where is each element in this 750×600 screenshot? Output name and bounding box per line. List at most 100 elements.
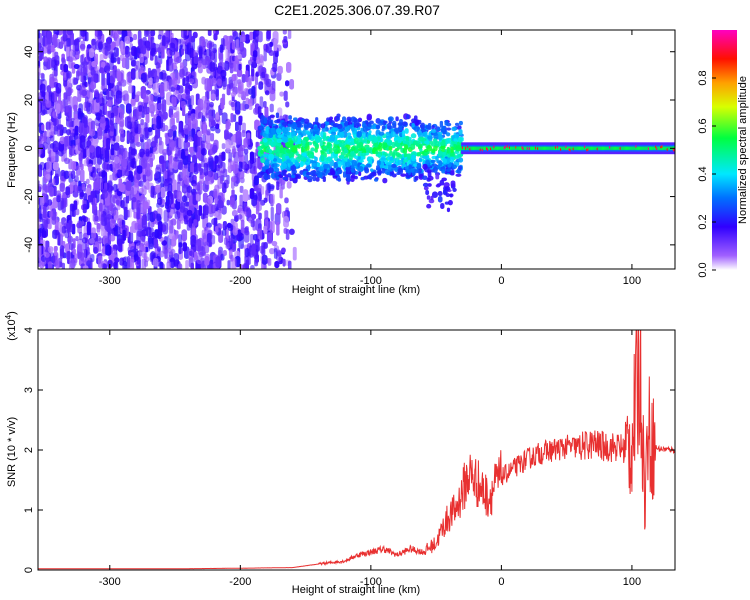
heatmap-cell [170,86,176,92]
heatmap-cell [52,178,56,186]
heatmap-cell [190,113,197,125]
heatmap-cell [73,118,80,129]
heatmap-cell [442,130,447,135]
x-tick-label: -200 [229,576,251,588]
heatmap-cell [391,120,397,127]
heatmap-cell [155,62,160,69]
heatmap-cell [65,186,71,196]
heatmap-cell [437,191,443,197]
heatmap-cell [163,80,169,92]
heatmap-cell [52,33,58,48]
heatmap-cell [180,100,186,109]
heatmap-cell [239,103,245,111]
y-tick-label: 40 [23,46,35,58]
heatmap-cell [184,124,190,135]
heatmap-cell [358,166,364,173]
heatmap-cell [157,246,161,252]
heatmap-cell [199,174,205,185]
heatmap-cell [283,36,288,43]
heatmap-cell [306,131,311,135]
heatmap-cell [98,171,103,177]
heatmap-cell [163,209,169,223]
heatmap-cell [195,193,200,201]
heatmap-cell [181,168,187,181]
heatmap-cell [82,60,88,75]
heatmap-cell [47,261,53,269]
heatmap-cell [109,174,113,182]
heatmap-cell [437,127,441,132]
heatmap-cell [391,141,396,149]
heatmap-cell [237,81,244,95]
heatmap-cell [158,140,164,154]
heatmap-cell [272,158,278,162]
heatmap-cell [131,196,137,203]
heatmap-cell [239,42,243,50]
heatmap-cell [123,256,129,267]
heatmap-cell [307,123,314,128]
heatmap-cell [265,30,271,42]
x-tick-label: 0 [498,576,504,588]
heatmap-cell [422,163,428,170]
heatmap-cell [108,89,114,100]
heatmap-cell [148,152,155,162]
spectrogram-y-axis-title: Frequency (Hz) [6,112,18,188]
heatmap-cell [215,89,219,101]
heatmap-cell [80,30,87,37]
heatmap-cell [297,143,301,149]
heatmap-cell [326,117,331,122]
heatmap-cell [185,75,189,84]
heatmap-cell [285,142,291,146]
heatmap-cell [263,197,268,203]
heatmap-cell [66,250,71,261]
heatmap-cell [263,117,268,124]
heatmap-cell [332,123,339,128]
heatmap-cell [383,142,388,149]
heatmap-cell [138,180,144,187]
heatmap-cell [283,136,288,144]
heatmap-cell [430,195,434,201]
heatmap-cell [127,255,131,269]
heatmap-cell [135,154,139,162]
heatmap-cell [445,168,451,172]
heatmap-cell [395,116,399,122]
heatmap-cell [368,158,373,164]
heatmap-cell [102,235,109,244]
heatmap-cell [59,245,65,259]
heatmap-cell [47,246,54,253]
heatmap-cell [227,49,231,62]
heatmap-cell [79,135,86,149]
snr-x-axis-title: Height of straight line (km) [292,584,420,596]
heatmap-cell [390,131,396,138]
heatmap-cell [113,122,118,137]
heatmap-cell [42,227,48,238]
x-tick-label: -300 [99,576,121,588]
heatmap-cell [133,33,138,41]
y-tick-label: 4 [23,327,35,333]
heatmap-cell [101,263,107,269]
heatmap-cell [135,141,142,147]
heatmap-cell [66,30,73,36]
heatmap-cell [73,200,78,210]
spectrogram-frame [37,29,676,270]
heatmap-cell [54,150,59,163]
heatmap-cell [128,71,132,84]
heatmap-cell [131,158,137,169]
heatmap-cell [387,137,391,141]
heatmap-cell [48,210,54,218]
heatmap-cell [106,100,112,107]
heatmap-cell [289,78,295,90]
heatmap-cell [201,51,208,66]
heatmap-cell [114,98,120,106]
heatmap-cell [113,156,120,164]
heatmap-cell [127,231,134,244]
heatmap-cell [129,174,134,183]
heatmap-cell [187,42,191,55]
heatmap-cell [82,265,89,269]
heatmap-cell [169,139,175,151]
heatmap-cell [40,195,45,206]
heatmap-cell [133,254,139,261]
heatmap-cell [210,93,217,101]
heatmap-cell [80,85,86,98]
heatmap-cell [241,73,246,83]
heatmap-cell [239,194,244,207]
